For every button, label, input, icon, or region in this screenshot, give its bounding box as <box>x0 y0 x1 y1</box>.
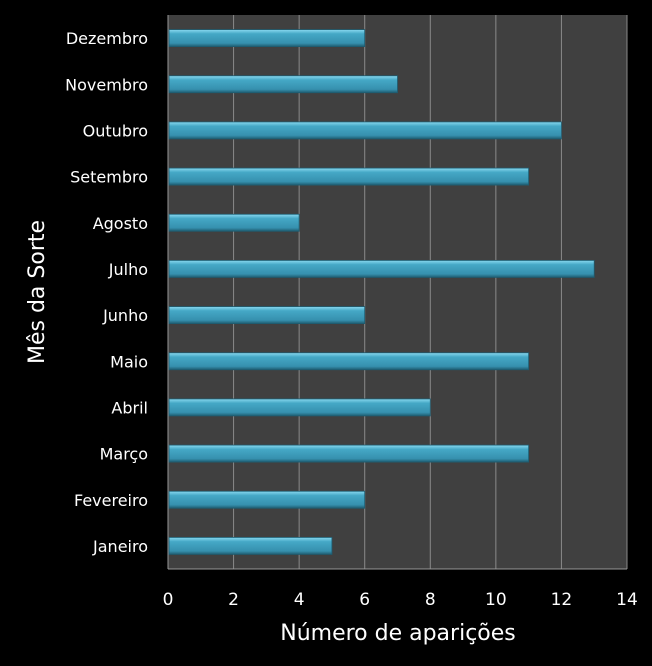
x-axis-label: Número de aparições <box>280 621 516 646</box>
x-tick-label: 12 <box>551 590 573 610</box>
y-tick-label: Julho <box>108 260 148 279</box>
x-tick-label: 2 <box>228 590 239 610</box>
y-tick-label: Outubro <box>83 121 148 140</box>
x-tick-label: 6 <box>359 590 370 610</box>
y-tick-label: Junho <box>102 306 148 325</box>
x-tick-label: 8 <box>425 590 436 610</box>
x-tick-label: 4 <box>294 590 305 610</box>
bar-agosto <box>168 213 300 232</box>
y-tick-label: Maio <box>110 352 148 371</box>
y-tick-label: Janeiro <box>92 537 148 556</box>
y-tick-label: Abril <box>111 398 148 417</box>
x-tick-label: 10 <box>485 590 507 610</box>
plot-area <box>168 15 627 569</box>
y-axis-label: Mês da Sorte <box>25 220 50 364</box>
x-tick-label: 14 <box>616 590 638 610</box>
bar-fevereiro <box>168 490 366 509</box>
y-tick-label: Março <box>100 445 148 464</box>
bar-dezembro <box>168 29 366 47</box>
bar-outubro <box>168 121 562 140</box>
y-tick-label: Setembro <box>70 168 148 187</box>
y-tick-label: Agosto <box>93 214 148 233</box>
bar-julho <box>168 260 595 278</box>
bar-junho <box>168 306 366 324</box>
y-tick-label: Dezembro <box>66 29 148 48</box>
bar-janeiro <box>168 537 333 555</box>
bar-setembro <box>168 167 530 186</box>
y-tick-label: Novembro <box>65 75 148 94</box>
bar-março <box>168 444 530 463</box>
x-tick-label: 0 <box>163 590 174 610</box>
bar-novembro <box>168 75 398 94</box>
y-tick-label: Fevereiro <box>74 491 148 510</box>
bar-maio <box>168 352 530 371</box>
bar-abril <box>168 398 431 417</box>
